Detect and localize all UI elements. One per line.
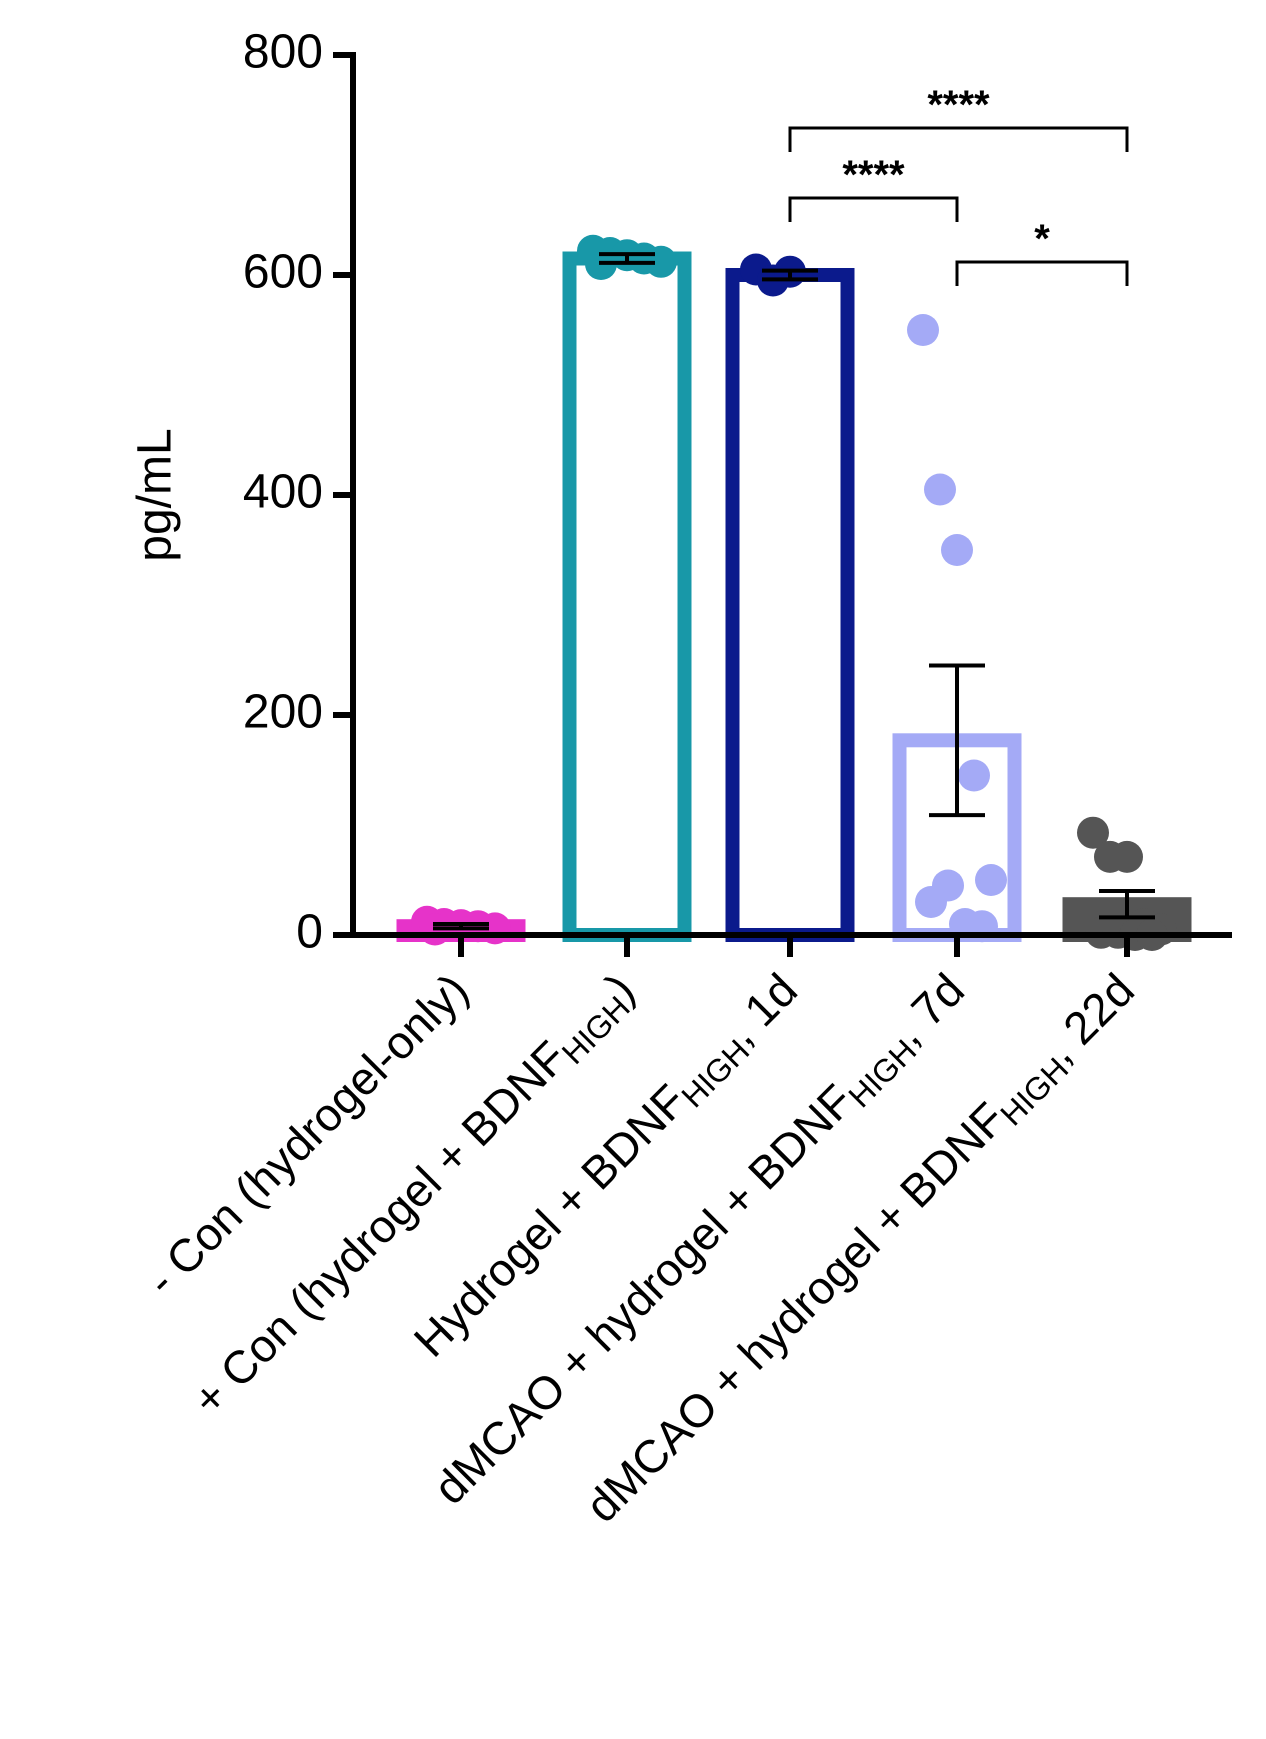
significance-label: **** (842, 153, 905, 197)
bar (562, 251, 692, 942)
significance-label: **** (927, 83, 990, 127)
label-text: Hydrogel + BDNF (404, 1074, 697, 1367)
error-bar (433, 922, 489, 931)
label-text: - Con (hydrogel-only) (136, 963, 478, 1305)
data-point (975, 864, 1007, 896)
error-bar (762, 268, 818, 282)
significance-label: * (1034, 217, 1050, 261)
error-bar (599, 252, 655, 265)
data-point (932, 869, 964, 902)
data-point (1111, 840, 1143, 873)
significance-bracket (788, 196, 959, 222)
y-tick-label: 400 (243, 466, 323, 519)
y-tick-label: 0 (296, 906, 323, 959)
error-bar (929, 663, 985, 818)
data-point (958, 759, 990, 792)
x-tick-label: - Con (hydrogel-only) (136, 963, 478, 1305)
data-point (907, 314, 939, 346)
data-point (1077, 816, 1109, 849)
y-tick-label: 800 (243, 26, 323, 79)
y-tick-label: 600 (243, 246, 323, 299)
y-axis-label: pg/mL (129, 428, 182, 561)
significance-bracket (955, 260, 1129, 286)
error-bar (1099, 889, 1155, 920)
significance-bracket (788, 126, 1129, 152)
data-point (941, 534, 973, 566)
bar (725, 268, 855, 942)
y-tick-label: 200 (243, 686, 323, 739)
data-point (924, 473, 956, 506)
